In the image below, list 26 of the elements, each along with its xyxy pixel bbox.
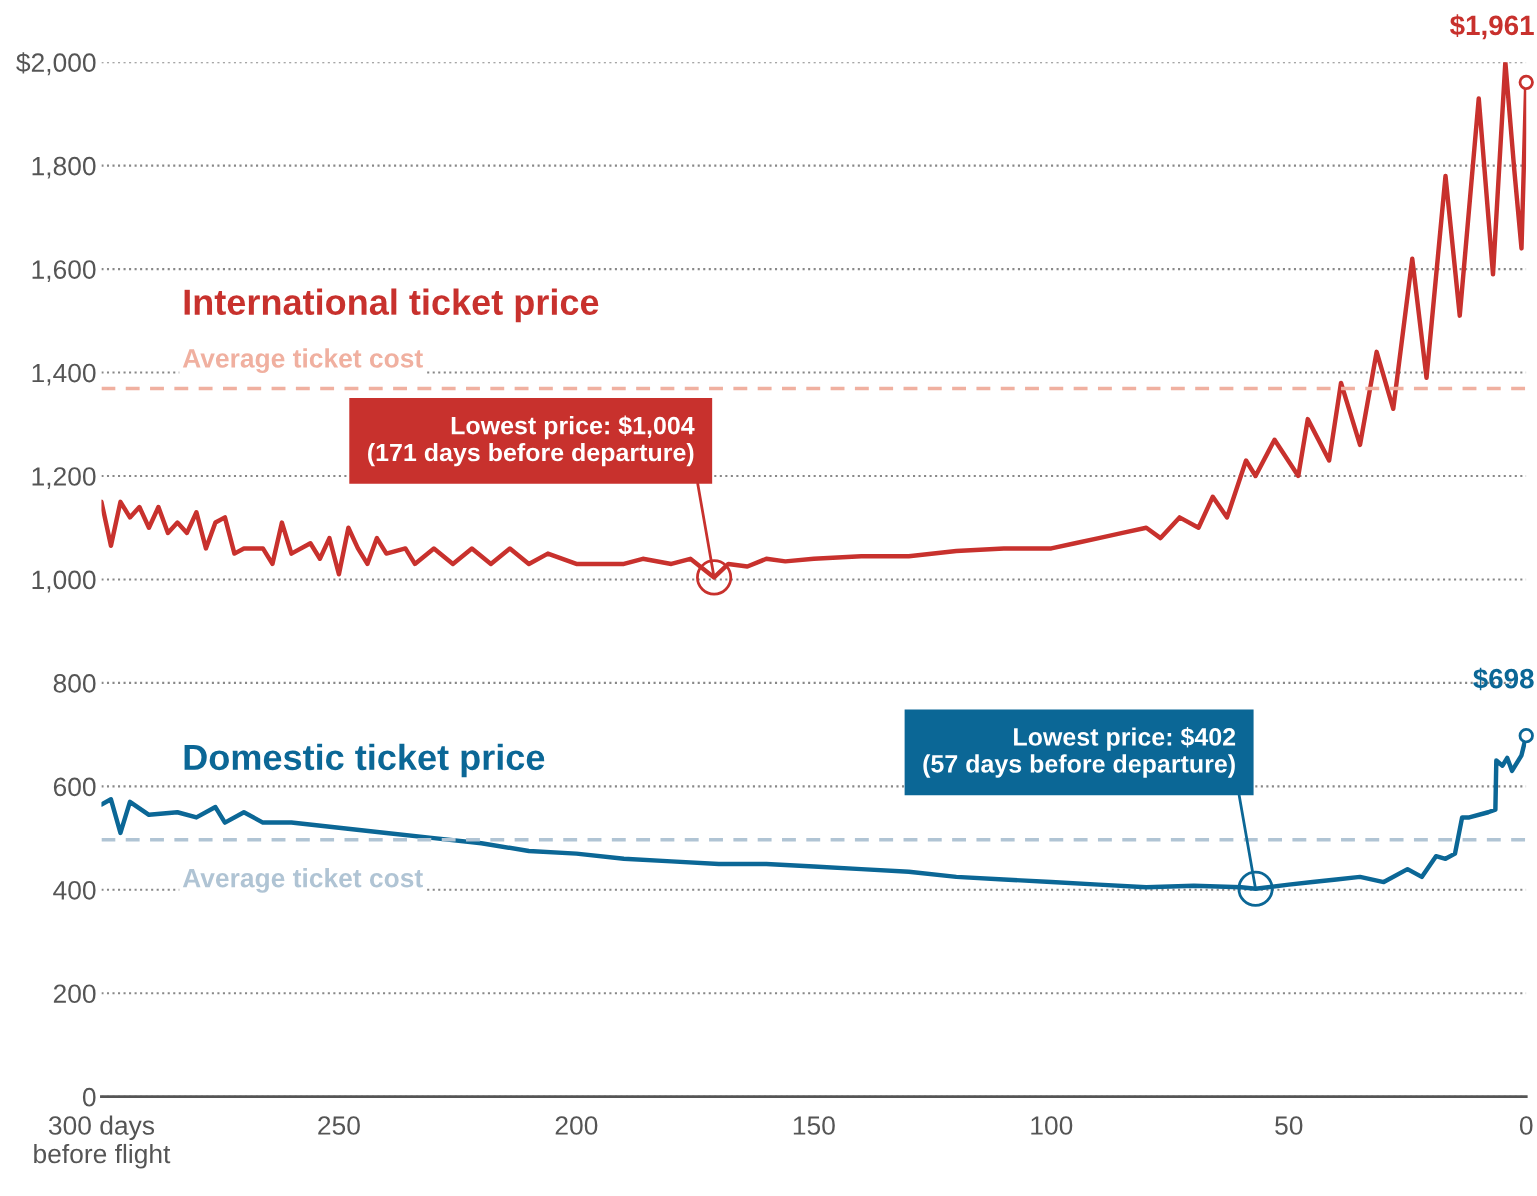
x-tick-label: 100	[1031, 1116, 1073, 1135]
text: International ticket price	[184, 288, 599, 323]
annotation: Lowest price: $1,004 (171 days before departure)	[368, 415, 695, 467]
annotation: $698	[1473, 667, 1534, 691]
y-tick-label: 800	[53, 674, 96, 693]
x-tick-label: 50	[1275, 1116, 1303, 1135]
x-tick-label: 0	[1519, 1116, 1533, 1135]
annotation: Lowest price: $402 (57 days before departure)	[923, 727, 1236, 778]
y-tick-label: 600	[53, 777, 96, 797]
series-label: Domestic ticket price	[184, 743, 545, 778]
y-tick-label: 1,400	[32, 363, 96, 386]
y-tick-label: 1,200	[32, 467, 96, 489]
y-tick-label: 0	[82, 1087, 96, 1107]
ref-line-label: Average ticket cost	[182, 868, 423, 893]
x-tick-label: 150	[793, 1116, 835, 1135]
y-tick-label: 400	[53, 880, 96, 900]
y-tick-label: $2,000	[16, 52, 96, 76]
y-tick-label: 1,600	[32, 260, 96, 283]
y-tick-label: 1,800	[32, 156, 96, 179]
x-tick-label: 250	[318, 1116, 360, 1135]
x-tick-label: 300 days before flight	[34, 1115, 171, 1169]
ref-line-label: Average ticket cost	[182, 348, 423, 374]
y-tick-label: 1,000	[32, 570, 96, 593]
y-tick-label: 200	[53, 984, 96, 1004]
annotation: $1,961	[1449, 14, 1534, 40]
x-tick-label: 200	[555, 1116, 598, 1135]
